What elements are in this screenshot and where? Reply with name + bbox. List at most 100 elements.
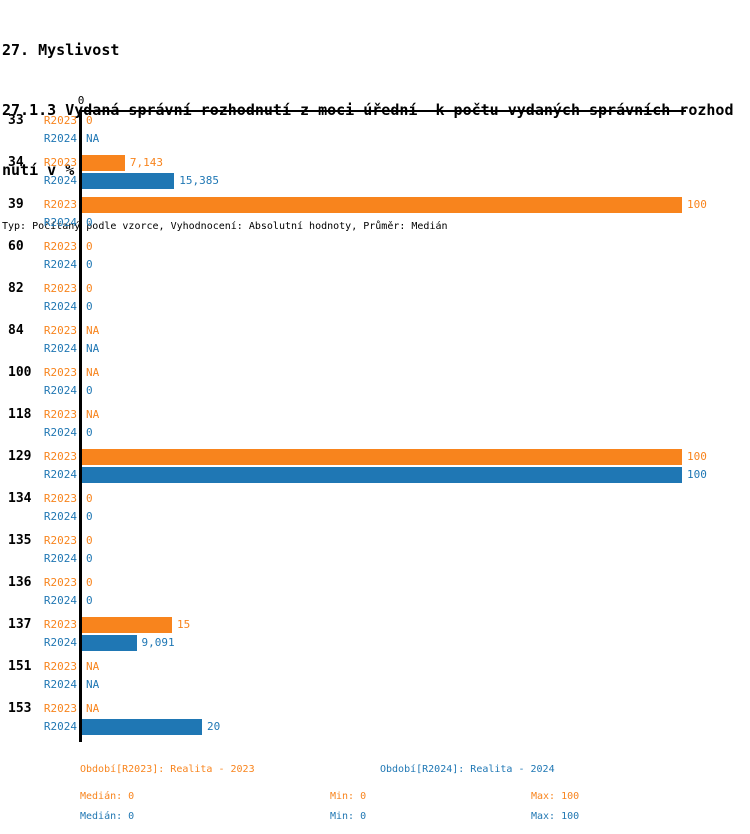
category-label: 137 bbox=[8, 617, 32, 632]
category-label: 129 bbox=[8, 449, 32, 464]
series-label: R2023 bbox=[43, 240, 77, 253]
bar-value-label: 0 bbox=[86, 216, 93, 229]
bar bbox=[82, 719, 202, 735]
series-label: R2023 bbox=[43, 576, 77, 589]
series-label: R2024 bbox=[43, 342, 77, 355]
bar-row: R2023 NA bbox=[0, 406, 750, 424]
bar-row: R2024 0 bbox=[0, 214, 750, 232]
bar-value-label: 0 bbox=[86, 492, 93, 505]
series-label: R2023 bbox=[43, 660, 77, 673]
bar-value-label: 0 bbox=[86, 240, 93, 253]
bar-row: R2023 0 bbox=[0, 574, 750, 592]
series-label: R2023 bbox=[43, 408, 77, 421]
bar bbox=[82, 467, 682, 483]
stat-min-r2024: Min: 0 bbox=[330, 811, 367, 822]
category-group: 136 R2023 0 R2024 0 bbox=[0, 574, 750, 616]
bar-value-label: 0 bbox=[86, 534, 93, 547]
stat-min-r2023: Min: 0 bbox=[330, 791, 367, 802]
category-group: 33 R2023 0 R2024 NA bbox=[0, 112, 750, 154]
series-label: R2023 bbox=[43, 156, 77, 169]
bar-row: R2023 0 bbox=[0, 280, 750, 298]
series-label: R2024 bbox=[43, 552, 77, 565]
series-label: R2023 bbox=[43, 366, 77, 379]
series-label: R2023 bbox=[43, 618, 77, 631]
category-group: 151 R2023 NA R2024 NA bbox=[0, 658, 750, 700]
bar-value-label: 0 bbox=[86, 300, 93, 313]
category-label: 134 bbox=[8, 491, 32, 506]
report-section-title: 27. Myslivost bbox=[2, 41, 120, 59]
bar-value-label: 0 bbox=[86, 576, 93, 589]
bar-value-label: 100 bbox=[687, 198, 707, 211]
category-group: 100 R2023 NA R2024 0 bbox=[0, 364, 750, 406]
series-label: R2024 bbox=[43, 258, 77, 271]
bar-row: R2024 NA bbox=[0, 340, 750, 358]
bar-value-label: NA bbox=[86, 678, 100, 691]
category-label: 60 bbox=[8, 239, 24, 254]
stat-max-r2023: Max: 100 bbox=[531, 791, 580, 802]
series-label: R2024 bbox=[43, 636, 77, 649]
category-label: 84 bbox=[8, 323, 24, 338]
axis-vertical-line bbox=[79, 110, 82, 742]
series-label: R2024 bbox=[43, 300, 77, 313]
bar bbox=[82, 449, 682, 465]
category-group: 129 R2023 100 R2024 100 bbox=[0, 448, 750, 490]
axis-tick-label: 0 bbox=[77, 94, 85, 107]
series-label: R2024 bbox=[43, 720, 77, 733]
bar-value-label: 0 bbox=[86, 594, 93, 607]
bar-row: R2024 20 bbox=[0, 718, 750, 736]
bar-row: R2023 0 bbox=[0, 112, 750, 130]
bar-value-label: 15,385 bbox=[179, 174, 220, 187]
bar-value-label: 20 bbox=[207, 720, 221, 733]
legend-r2023: Období[R2023]: Realita - 2023 bbox=[80, 764, 255, 775]
category-label: 118 bbox=[8, 407, 32, 422]
bar-value-label: NA bbox=[86, 324, 100, 337]
series-label: R2024 bbox=[43, 426, 77, 439]
series-label: R2024 bbox=[43, 384, 77, 397]
category-group: 84 R2023 NA R2024 NA bbox=[0, 322, 750, 364]
bar-value-label: NA bbox=[86, 660, 100, 673]
series-label: R2024 bbox=[43, 174, 77, 187]
bar-value-label: 0 bbox=[86, 510, 93, 523]
series-label: R2023 bbox=[43, 534, 77, 547]
category-label: 39 bbox=[8, 197, 24, 212]
category-group: 39 R2023 100 R2024 0 bbox=[0, 196, 750, 238]
category-group: 82 R2023 0 R2024 0 bbox=[0, 280, 750, 322]
bar bbox=[82, 617, 172, 633]
bar-row: R2023 0 bbox=[0, 532, 750, 550]
category-group: 135 R2023 0 R2024 0 bbox=[0, 532, 750, 574]
series-label: R2024 bbox=[43, 216, 77, 229]
bar-row: R2024 0 bbox=[0, 508, 750, 526]
series-label: R2024 bbox=[43, 678, 77, 691]
category-label: 34 bbox=[8, 155, 24, 170]
bar-value-label: 0 bbox=[86, 384, 93, 397]
category-label: 135 bbox=[8, 533, 32, 548]
category-group: 153 R2023 NA R2024 20 bbox=[0, 700, 750, 742]
bar-row: R2023 NA bbox=[0, 700, 750, 718]
category-group: 118 R2023 NA R2024 0 bbox=[0, 406, 750, 448]
series-label: R2024 bbox=[43, 594, 77, 607]
category-group: 137 R2023 15 R2024 9,091 bbox=[0, 616, 750, 658]
bar-row: R2023 NA bbox=[0, 322, 750, 340]
series-label: R2023 bbox=[43, 324, 77, 337]
bar-value-label: 15 bbox=[177, 618, 191, 631]
bar-value-label: NA bbox=[86, 408, 100, 421]
bar-row: R2024 NA bbox=[0, 676, 750, 694]
axis-top-line bbox=[81, 110, 686, 112]
category-label: 151 bbox=[8, 659, 32, 674]
legend-r2024: Období[R2024]: Realita - 2024 bbox=[380, 764, 555, 775]
bar-row: R2023 15 bbox=[0, 616, 750, 634]
bar-row: R2023 0 bbox=[0, 238, 750, 256]
category-label: 153 bbox=[8, 701, 32, 716]
bar-row: R2024 0 bbox=[0, 382, 750, 400]
bar bbox=[82, 635, 137, 651]
bar-value-label: NA bbox=[86, 366, 100, 379]
bar-value-label: 0 bbox=[86, 552, 93, 565]
series-label: R2023 bbox=[43, 702, 77, 715]
series-label: R2024 bbox=[43, 510, 77, 523]
bar bbox=[82, 197, 682, 213]
bar-row: R2024 9,091 bbox=[0, 634, 750, 652]
chart-title-line2: nutí v % bbox=[2, 161, 75, 179]
bar-value-label: 0 bbox=[86, 258, 93, 271]
bar-value-label: 7,143 bbox=[129, 156, 163, 169]
